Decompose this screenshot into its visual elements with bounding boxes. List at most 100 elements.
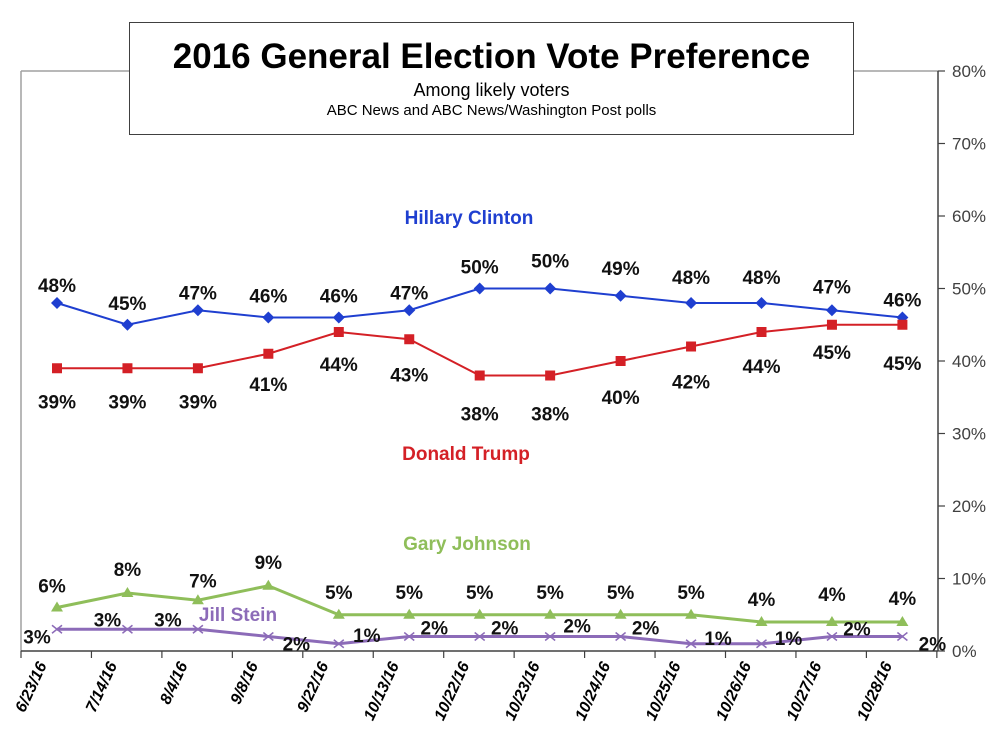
series-name-labels: Hillary Clinton Donald Trump Gary Johnson J… xyxy=(199,208,533,626)
data-label: 5% xyxy=(677,583,705,604)
x-tick-label: 10/25/16 xyxy=(643,659,685,723)
data-label: 5% xyxy=(325,583,353,604)
data-point xyxy=(121,587,134,597)
data-point xyxy=(756,639,767,649)
data-label: 3% xyxy=(23,627,51,648)
data-label: 50% xyxy=(461,258,499,279)
x-tick-label: 10/24/16 xyxy=(572,659,614,723)
x-axis: 6/23/16 7/14/16 8/4/16 9/8/16 9/22/16 10/13/1… xyxy=(13,650,938,723)
data-label: 50% xyxy=(531,252,569,273)
data-point xyxy=(685,639,697,649)
data-point xyxy=(262,631,274,642)
data-label: 2% xyxy=(563,617,591,638)
data-point xyxy=(685,297,698,309)
data-label: 48% xyxy=(672,268,710,289)
data-point xyxy=(614,289,627,302)
data-point xyxy=(192,624,204,634)
x-tick-label: 10/27/16 xyxy=(784,659,826,723)
data-label: 5% xyxy=(536,583,564,604)
data-point xyxy=(686,341,697,352)
data-point xyxy=(333,639,345,649)
data-point xyxy=(51,601,63,612)
data-point xyxy=(51,624,63,634)
series-name-label: Jill Stein xyxy=(199,605,277,626)
data-label: 48% xyxy=(742,268,780,289)
data-label: 39% xyxy=(38,392,76,413)
data-label: 6% xyxy=(38,577,66,598)
data-point xyxy=(332,311,345,324)
data-labels: 48% 45% 47% 46% 46% 47% 50% 50% 49% 48% 48% 47% 46% 3… xyxy=(23,252,946,656)
x-tick-label: 9/8/16 xyxy=(228,659,262,707)
data-point xyxy=(474,631,486,642)
data-label: 2% xyxy=(632,619,660,640)
data-label: 2% xyxy=(283,635,311,656)
data-point xyxy=(52,363,62,374)
data-point xyxy=(473,282,486,295)
data-label: 1% xyxy=(704,629,732,650)
x-tick-label: 9/22/16 xyxy=(294,659,332,715)
data-label: 46% xyxy=(320,287,358,308)
series-group xyxy=(51,282,909,649)
x-tick-label: 10/22/16 xyxy=(432,659,474,723)
data-label: 4% xyxy=(748,590,776,611)
data-label: 3% xyxy=(94,610,122,631)
x-tick-label: 10/13/16 xyxy=(361,659,403,723)
data-label: 40% xyxy=(602,388,640,409)
data-point xyxy=(262,311,275,324)
data-point xyxy=(897,319,908,330)
data-label: 44% xyxy=(320,355,358,376)
series-name-label: Gary Johnson xyxy=(403,534,531,555)
x-tick-label: 10/26/16 xyxy=(713,659,755,723)
data-label: 39% xyxy=(108,392,146,413)
data-label: 46% xyxy=(883,291,921,312)
data-label: 4% xyxy=(818,585,846,606)
series-name-label: Hillary Clinton xyxy=(405,208,534,229)
series-name-label: Donald Trump xyxy=(402,444,530,465)
data-point xyxy=(755,616,768,626)
chart-subtitle: Among likely voters xyxy=(413,80,570,100)
data-label: 1% xyxy=(775,629,803,650)
data-point xyxy=(403,304,416,317)
y-tick-label: 0% xyxy=(952,642,977,661)
title-box: 2016 General Election Vote Preference Am… xyxy=(129,22,854,135)
data-point xyxy=(685,608,698,619)
data-label: 5% xyxy=(607,583,635,604)
data-label: 4% xyxy=(889,589,917,610)
y-tick-label: 20% xyxy=(952,497,986,516)
data-label: 2% xyxy=(491,619,519,640)
data-point xyxy=(896,616,909,626)
data-label: 47% xyxy=(390,283,428,304)
data-point xyxy=(51,297,63,309)
data-point xyxy=(121,318,134,331)
data-label: 45% xyxy=(108,294,146,315)
data-label: 49% xyxy=(602,259,640,280)
data-point xyxy=(404,334,415,345)
data-point xyxy=(614,608,627,619)
data-point xyxy=(615,631,627,642)
data-label: 48% xyxy=(38,276,76,297)
data-point xyxy=(474,370,485,381)
x-tick-label: 6/23/16 xyxy=(13,659,51,715)
y-tick-label: 30% xyxy=(952,425,986,444)
data-label: 1% xyxy=(353,626,381,647)
y-tick-label: 70% xyxy=(952,135,986,154)
data-label: 44% xyxy=(742,357,780,378)
data-point xyxy=(544,282,557,295)
data-point xyxy=(191,594,204,605)
data-point xyxy=(544,631,556,642)
data-label: 39% xyxy=(179,392,217,413)
data-label: 2% xyxy=(843,620,871,641)
data-point xyxy=(755,297,768,309)
data-label: 8% xyxy=(114,560,142,581)
data-point xyxy=(191,304,204,317)
data-point xyxy=(756,327,767,337)
data-label: 7% xyxy=(189,571,217,592)
chart-source: ABC News and ABC News/Washington Post po… xyxy=(326,102,657,119)
data-label: 3% xyxy=(154,610,182,631)
data-label: 5% xyxy=(466,583,494,604)
data-label: 45% xyxy=(883,354,921,375)
y-tick-label: 80% xyxy=(952,62,986,81)
data-label: 47% xyxy=(813,277,851,298)
x-tick-label: 7/14/16 xyxy=(83,659,121,715)
